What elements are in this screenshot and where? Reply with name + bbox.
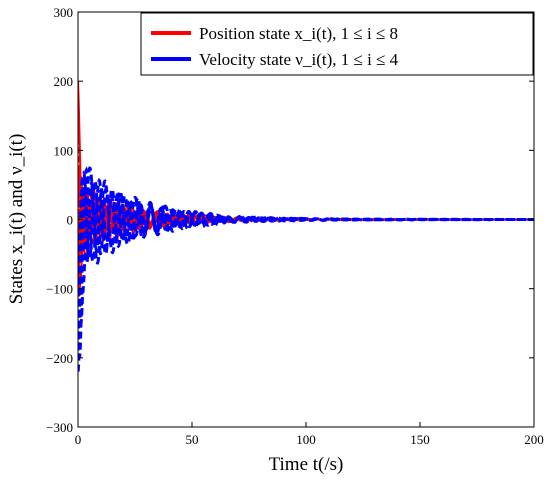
- y-tick-label: 300: [54, 5, 74, 20]
- x-tick-label: 150: [410, 432, 430, 447]
- x-tick-label: 200: [524, 432, 544, 447]
- y-tick-label: −200: [46, 351, 73, 366]
- legend-box: [140, 12, 534, 76]
- y-tick-label: −100: [46, 282, 73, 297]
- y-tick-label: −300: [46, 420, 73, 435]
- legend-entry-label: Velocity state ν_i(t), 1 ≤ i ≤ 4: [199, 50, 399, 69]
- x-tick-label: 100: [296, 432, 316, 447]
- y-tick-label: 100: [54, 143, 74, 158]
- x-tick-label: 50: [186, 432, 199, 447]
- position-state-line-2: [78, 129, 534, 264]
- velocity-state-line-3: [78, 170, 534, 372]
- legend-entry-label: Position state x_i(t), 1 ≤ i ≤ 8: [199, 24, 398, 43]
- velocity-state-line-1: [78, 166, 534, 326]
- axes-layer: 0 50 100 150 200 −300 −200 −100 0 100 200 300: [46, 5, 544, 447]
- position-state-line-4: [78, 188, 534, 297]
- x-tick-label: 0: [75, 432, 82, 447]
- position-state-line-5: [78, 185, 534, 297]
- y-tick-label: 0: [67, 213, 74, 228]
- x-axis-label: Time t(/s): [269, 454, 344, 475]
- velocity-state-line-2: [78, 166, 534, 360]
- y-tick-label: 200: [54, 74, 74, 89]
- velocity-state-line-4: [78, 176, 534, 351]
- position-state-line-3: [78, 188, 534, 288]
- y-axis-label: States x_i(t) and ν_i(t): [6, 134, 27, 305]
- series-layer: [78, 81, 534, 372]
- legend: Position state x_i(t), 1 ≤ i ≤ 8 Velocity…: [140, 12, 534, 76]
